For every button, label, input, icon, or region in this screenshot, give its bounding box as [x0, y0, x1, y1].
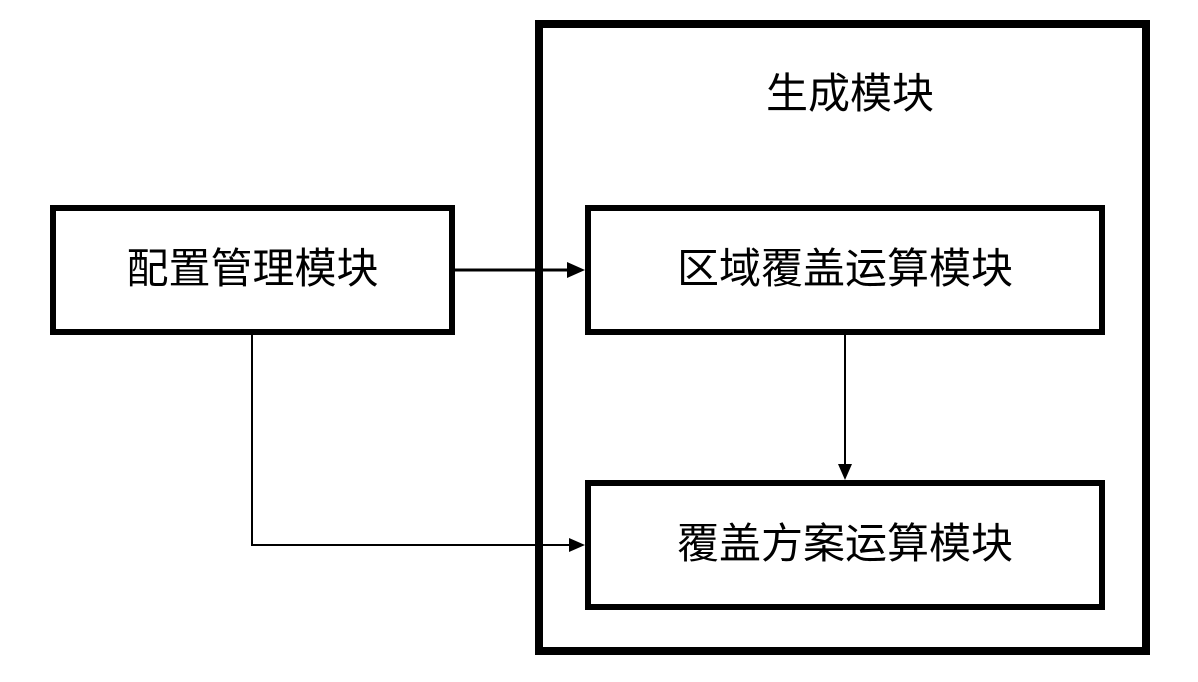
- area-coverage-module-box: 区域覆盖运算模块: [585, 205, 1105, 335]
- area-coverage-module-label: 区域覆盖运算模块: [677, 247, 1013, 293]
- coverage-scheme-module-box: 覆盖方案运算模块: [585, 480, 1105, 610]
- diagram-canvas: 生成模块 配置管理模块 区域覆盖运算模块 覆盖方案运算模块: [0, 0, 1198, 682]
- coverage-scheme-module-label: 覆盖方案运算模块: [677, 522, 1013, 568]
- config-management-module-label: 配置管理模块: [126, 247, 378, 293]
- config-management-module-box: 配置管理模块: [50, 205, 455, 335]
- generation-module-label: 生成模块: [710, 60, 990, 121]
